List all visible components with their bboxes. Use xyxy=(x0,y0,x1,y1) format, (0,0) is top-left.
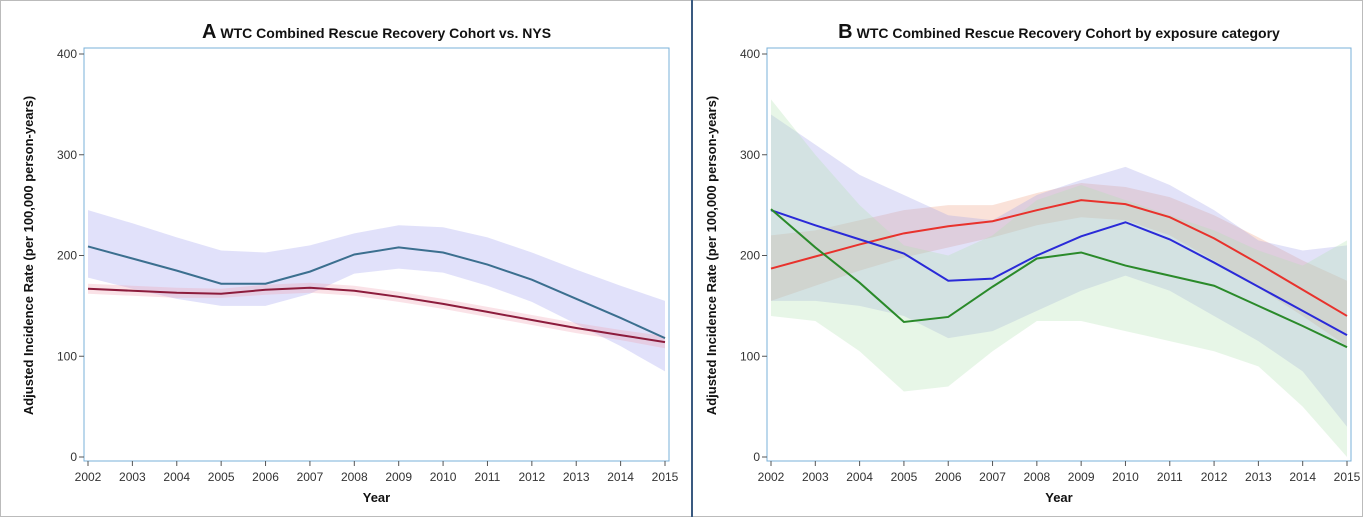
x-tick-label: 2004 xyxy=(163,470,190,484)
x-tick-label: 2012 xyxy=(1201,470,1228,484)
y-axis-label: Adjusted Incidence Rate (per 100,000 per… xyxy=(21,96,36,415)
x-tick-label: 2006 xyxy=(252,470,279,484)
title-text: WTC Combined Rescue Recovery Cohort by e… xyxy=(857,25,1280,41)
x-tick-label: 2007 xyxy=(979,470,1006,484)
x-tick-label: 2015 xyxy=(1334,470,1361,484)
x-tick-label: 2008 xyxy=(1023,470,1050,484)
y-tick-label: 200 xyxy=(57,249,77,263)
y-tick-label: 400 xyxy=(740,47,760,61)
panel: A WTC Combined Rescue Recovery Cohort vs.… xyxy=(21,21,679,505)
panel-label: B xyxy=(838,21,852,43)
x-tick-label: 2006 xyxy=(935,470,962,484)
x-tick-label: 2011 xyxy=(475,470,501,484)
y-tick-label: 100 xyxy=(57,349,77,363)
plot-frame xyxy=(83,47,670,462)
x-tick-label: 2014 xyxy=(607,470,634,484)
confidence-band xyxy=(771,114,1347,427)
y-tick-label: 0 xyxy=(70,450,77,464)
x-tick-label: 2013 xyxy=(1245,470,1272,484)
x-tick-label: 2003 xyxy=(119,470,146,484)
series-line xyxy=(770,208,1348,349)
plot-frame xyxy=(766,47,1352,462)
x-tick-label: 2005 xyxy=(208,470,235,484)
y-tick-label: 200 xyxy=(740,249,760,263)
x-tick-label: 2015 xyxy=(652,470,679,484)
confidence-band xyxy=(88,282,665,349)
y-tick-label: 300 xyxy=(57,148,77,162)
panel-label: A xyxy=(202,21,216,43)
y-tick-label: 400 xyxy=(57,47,77,61)
confidence-band xyxy=(771,99,1347,458)
x-tick-label: 2012 xyxy=(518,470,545,484)
confidence-band xyxy=(771,182,1347,347)
x-tick-label: 2009 xyxy=(385,470,412,484)
x-axis-label: Year xyxy=(1045,490,1072,505)
x-tick-label: 2002 xyxy=(75,470,102,484)
x-tick-label: 2011 xyxy=(1157,470,1183,484)
y-axis-label: Adjusted Incidence Rate (per 100,000 per… xyxy=(704,96,719,415)
x-tick-label: 2014 xyxy=(1289,470,1316,484)
chart-title: A WTC Combined Rescue Recovery Cohort vs.… xyxy=(202,21,551,43)
confidence-band xyxy=(88,210,665,372)
x-axis-label: Year xyxy=(363,490,390,505)
x-tick-label: 2009 xyxy=(1068,470,1095,484)
x-tick-label: 2002 xyxy=(758,470,785,484)
series-line xyxy=(770,209,1348,336)
panel: B WTC Combined Rescue Recovery Cohort by … xyxy=(704,21,1361,505)
series-line xyxy=(87,245,666,340)
x-tick-label: 2005 xyxy=(891,470,918,484)
x-tick-label: 2004 xyxy=(846,470,873,484)
x-tick-label: 2008 xyxy=(341,470,368,484)
y-tick-label: 300 xyxy=(740,148,760,162)
x-tick-label: 2003 xyxy=(802,470,829,484)
y-tick-label: 0 xyxy=(753,450,760,464)
chart-title: B WTC Combined Rescue Recovery Cohort by … xyxy=(838,21,1280,43)
x-tick-label: 2007 xyxy=(297,470,324,484)
x-tick-label: 2010 xyxy=(430,470,457,484)
x-tick-label: 2010 xyxy=(1112,470,1139,484)
y-tick-label: 100 xyxy=(740,349,760,363)
series-line xyxy=(87,286,666,344)
title-text: WTC Combined Rescue Recovery Cohort vs. … xyxy=(220,25,551,41)
x-tick-label: 2013 xyxy=(563,470,590,484)
